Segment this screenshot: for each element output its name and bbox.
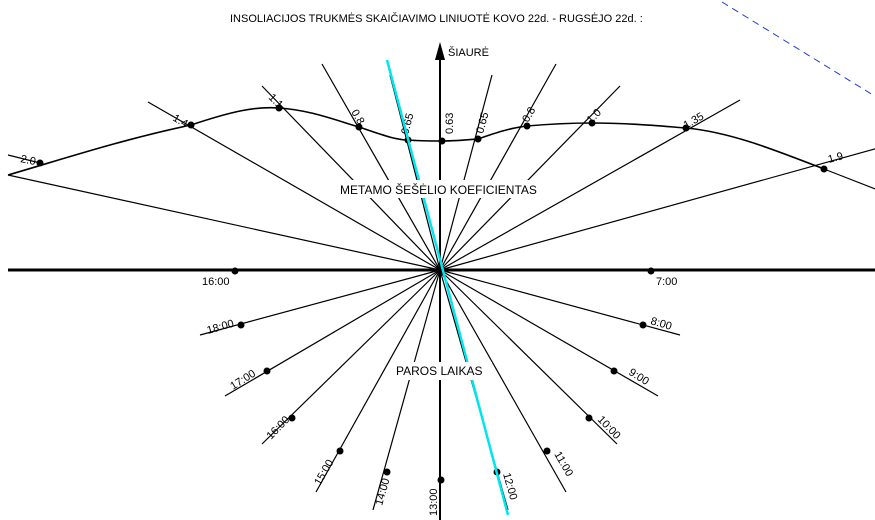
point-8-00 xyxy=(639,321,647,329)
ray-0-65-left xyxy=(389,74,441,271)
coef-label-1-9: 1.9 xyxy=(827,150,845,166)
north-arrow-icon xyxy=(435,42,445,60)
ray-11-00 xyxy=(439,269,567,493)
time-label-backdrop xyxy=(394,362,492,380)
north-label: ŠIAURĖ xyxy=(448,46,489,59)
time-label-13-00: 13:00 xyxy=(428,488,440,516)
point-7-00 xyxy=(647,267,655,275)
shadow-label-backdrop xyxy=(338,180,552,198)
day-time-label: PAROS LAIKAS xyxy=(396,364,482,378)
point-1-0 xyxy=(588,119,596,127)
point-13-00 xyxy=(437,476,445,484)
time-label-10-00: 10:00 xyxy=(595,414,623,442)
time-label-18-00: 18:00 xyxy=(206,318,236,337)
shadow-rays xyxy=(7,63,875,271)
point-1-9 xyxy=(820,165,828,173)
ray-0-65-right xyxy=(439,74,493,271)
point-9-00 xyxy=(610,367,618,375)
coefficient-points xyxy=(36,104,828,173)
point-0-8-left xyxy=(355,123,363,131)
point-1-35 xyxy=(682,124,690,132)
ray-18-00 xyxy=(199,269,441,336)
ray-1-4 xyxy=(147,101,441,271)
shadow-coefficient-label: METAMO ŠEŠĖLIO KOEFICIENTAS xyxy=(340,182,537,197)
ray-1-0 xyxy=(439,85,621,271)
left-edge-line xyxy=(7,154,41,164)
ray-9-00 xyxy=(439,269,659,397)
point-18-00 xyxy=(237,321,245,329)
ray-17-00 xyxy=(224,269,441,397)
ray-0-8-left xyxy=(321,63,441,271)
time-points xyxy=(231,267,655,484)
ray-2-0 xyxy=(7,174,441,271)
time-label-14-00: 14:00 xyxy=(373,477,392,507)
coef-label-2-0: 2.0 xyxy=(19,153,36,168)
time-label-8-00: 8:00 xyxy=(649,315,673,332)
point-1-1 xyxy=(275,104,283,112)
point-16-00-axis xyxy=(231,267,239,275)
point-16-00 xyxy=(288,414,296,422)
ray-14-00 xyxy=(372,269,441,511)
coef-label-1-4: 1.4 xyxy=(171,112,190,130)
time-label-7-00: 7:00 xyxy=(656,276,677,288)
ray-15-00 xyxy=(315,269,441,493)
point-2-0 xyxy=(36,159,44,167)
highlight-direction-line xyxy=(385,59,510,516)
ray-0-8-right xyxy=(439,63,557,271)
time-label-15-00: 15:00 xyxy=(312,458,336,488)
point-10-00 xyxy=(585,414,593,422)
ray-1-1 xyxy=(261,85,441,271)
dashed-boundary-line xyxy=(721,1,874,96)
coef-label-0-63: 0.63 xyxy=(444,113,456,134)
point-0-63 xyxy=(438,137,446,145)
time-label-16-00-axis: 16:00 xyxy=(202,276,230,288)
point-11-00 xyxy=(543,447,551,455)
coefficient-labels: 2.0 1.4 1.1 0.8 0.65 0.63 0.65 0.8 1.0 1… xyxy=(19,92,844,168)
right-edge-line xyxy=(823,168,875,190)
ray-1-9 xyxy=(439,148,875,271)
diagram-title: INSOLIACIJOS TRUKMĖS SKAIČIAVIMO LINIUOT… xyxy=(230,12,643,25)
point-0-8-right xyxy=(523,122,531,130)
point-17-00 xyxy=(263,367,271,375)
point-1-4 xyxy=(187,121,195,129)
point-15-00 xyxy=(336,447,344,455)
time-label-17-00: 17:00 xyxy=(228,368,258,393)
point-14-00 xyxy=(383,468,391,476)
time-label-11-00: 11:00 xyxy=(551,450,575,479)
point-0-65-right xyxy=(474,135,482,143)
coef-label-0-65-right: 0.65 xyxy=(474,111,491,135)
